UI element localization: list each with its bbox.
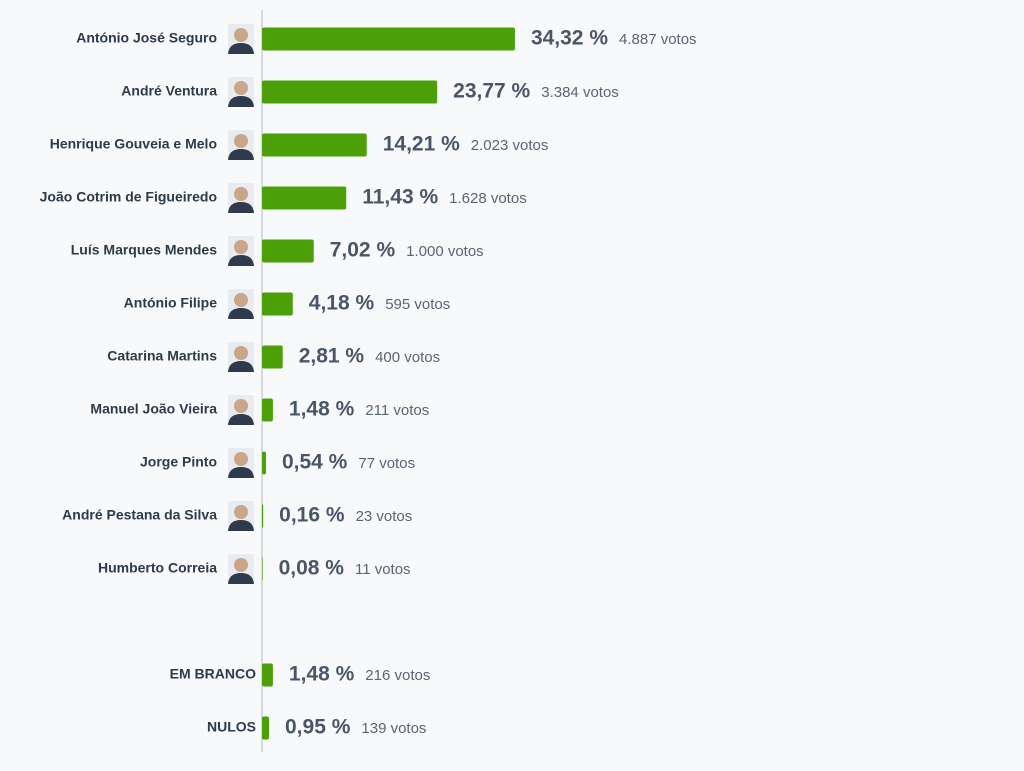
portrait-head bbox=[234, 293, 248, 307]
portrait-body bbox=[228, 149, 254, 160]
category-label: NULOS bbox=[207, 719, 256, 735]
category-label: André Pestana da Silva bbox=[62, 507, 217, 523]
value-label: 1,48 % bbox=[289, 398, 355, 421]
vote-label: 1.628 votos bbox=[449, 190, 527, 207]
category-label: Humberto Correia bbox=[98, 560, 217, 576]
vote-label: 211 votos bbox=[365, 402, 429, 419]
category-label: Luís Marques Mendes bbox=[71, 242, 217, 258]
value-label: 0,54 % bbox=[282, 451, 348, 474]
portrait-head bbox=[234, 399, 248, 413]
value-label: 0,08 % bbox=[279, 557, 345, 580]
category-label: EM BRANCO bbox=[170, 666, 256, 682]
value-label: 14,21 % bbox=[383, 133, 460, 156]
bar bbox=[262, 663, 273, 687]
vote-label: 1.000 votos bbox=[406, 243, 484, 260]
portrait-body bbox=[228, 361, 254, 372]
vote-label: 11 votos bbox=[355, 561, 411, 578]
bar bbox=[262, 557, 263, 581]
portrait-body bbox=[228, 255, 254, 266]
value-label: 4,18 % bbox=[309, 292, 375, 315]
category-label: Catarina Martins bbox=[107, 348, 217, 364]
vote-label: 77 votos bbox=[358, 455, 415, 472]
value-label: 7,02 % bbox=[330, 239, 396, 262]
vote-label: 4.887 votos bbox=[619, 31, 697, 48]
portrait-body bbox=[228, 308, 254, 319]
portrait-body bbox=[228, 43, 254, 54]
vote-label: 595 votos bbox=[385, 296, 450, 313]
portrait-head bbox=[234, 505, 248, 519]
category-label: Manuel João Vieira bbox=[90, 401, 217, 417]
portrait-head bbox=[234, 28, 248, 42]
bar bbox=[262, 292, 293, 316]
category-label: André Ventura bbox=[121, 83, 217, 99]
vote-label: 139 votos bbox=[361, 720, 426, 737]
portrait-head bbox=[234, 134, 248, 148]
bar bbox=[262, 451, 266, 475]
portrait-head bbox=[234, 81, 248, 95]
category-label: João Cotrim de Figueiredo bbox=[40, 189, 217, 205]
portrait-head bbox=[234, 240, 248, 254]
bar bbox=[262, 398, 273, 422]
portrait-head bbox=[234, 346, 248, 360]
vote-label: 2.023 votos bbox=[471, 137, 549, 154]
portrait-head bbox=[234, 452, 248, 466]
category-label: António José Seguro bbox=[76, 30, 217, 46]
portrait-head bbox=[234, 187, 248, 201]
portrait-body bbox=[228, 520, 254, 531]
portrait-body bbox=[228, 414, 254, 425]
value-label: 0,16 % bbox=[279, 504, 345, 527]
portrait-body bbox=[228, 573, 254, 584]
bar bbox=[262, 80, 438, 104]
value-label: 0,95 % bbox=[285, 716, 351, 739]
bar bbox=[262, 239, 314, 263]
portrait-head bbox=[234, 558, 248, 572]
bar bbox=[262, 133, 367, 157]
portrait-body bbox=[228, 96, 254, 107]
category-label: António Filipe bbox=[124, 295, 218, 311]
vote-label: 23 votos bbox=[356, 508, 413, 525]
vote-label: 216 votos bbox=[365, 667, 430, 684]
vote-label: 400 votos bbox=[375, 349, 440, 366]
category-label: Henrique Gouveia e Melo bbox=[50, 136, 217, 152]
bar bbox=[262, 186, 347, 210]
portrait-body bbox=[228, 467, 254, 478]
value-label: 23,77 % bbox=[453, 80, 530, 103]
vote-label: 3.384 votos bbox=[541, 84, 619, 101]
bar bbox=[262, 345, 283, 369]
value-label: 34,32 % bbox=[531, 27, 608, 50]
value-label: 2,81 % bbox=[299, 345, 365, 368]
bar bbox=[262, 27, 515, 51]
bar bbox=[262, 716, 270, 740]
bar bbox=[262, 504, 264, 528]
value-label: 1,48 % bbox=[289, 663, 355, 686]
category-label: Jorge Pinto bbox=[140, 454, 217, 470]
value-label: 11,43 % bbox=[362, 186, 438, 209]
portrait-body bbox=[228, 202, 254, 213]
